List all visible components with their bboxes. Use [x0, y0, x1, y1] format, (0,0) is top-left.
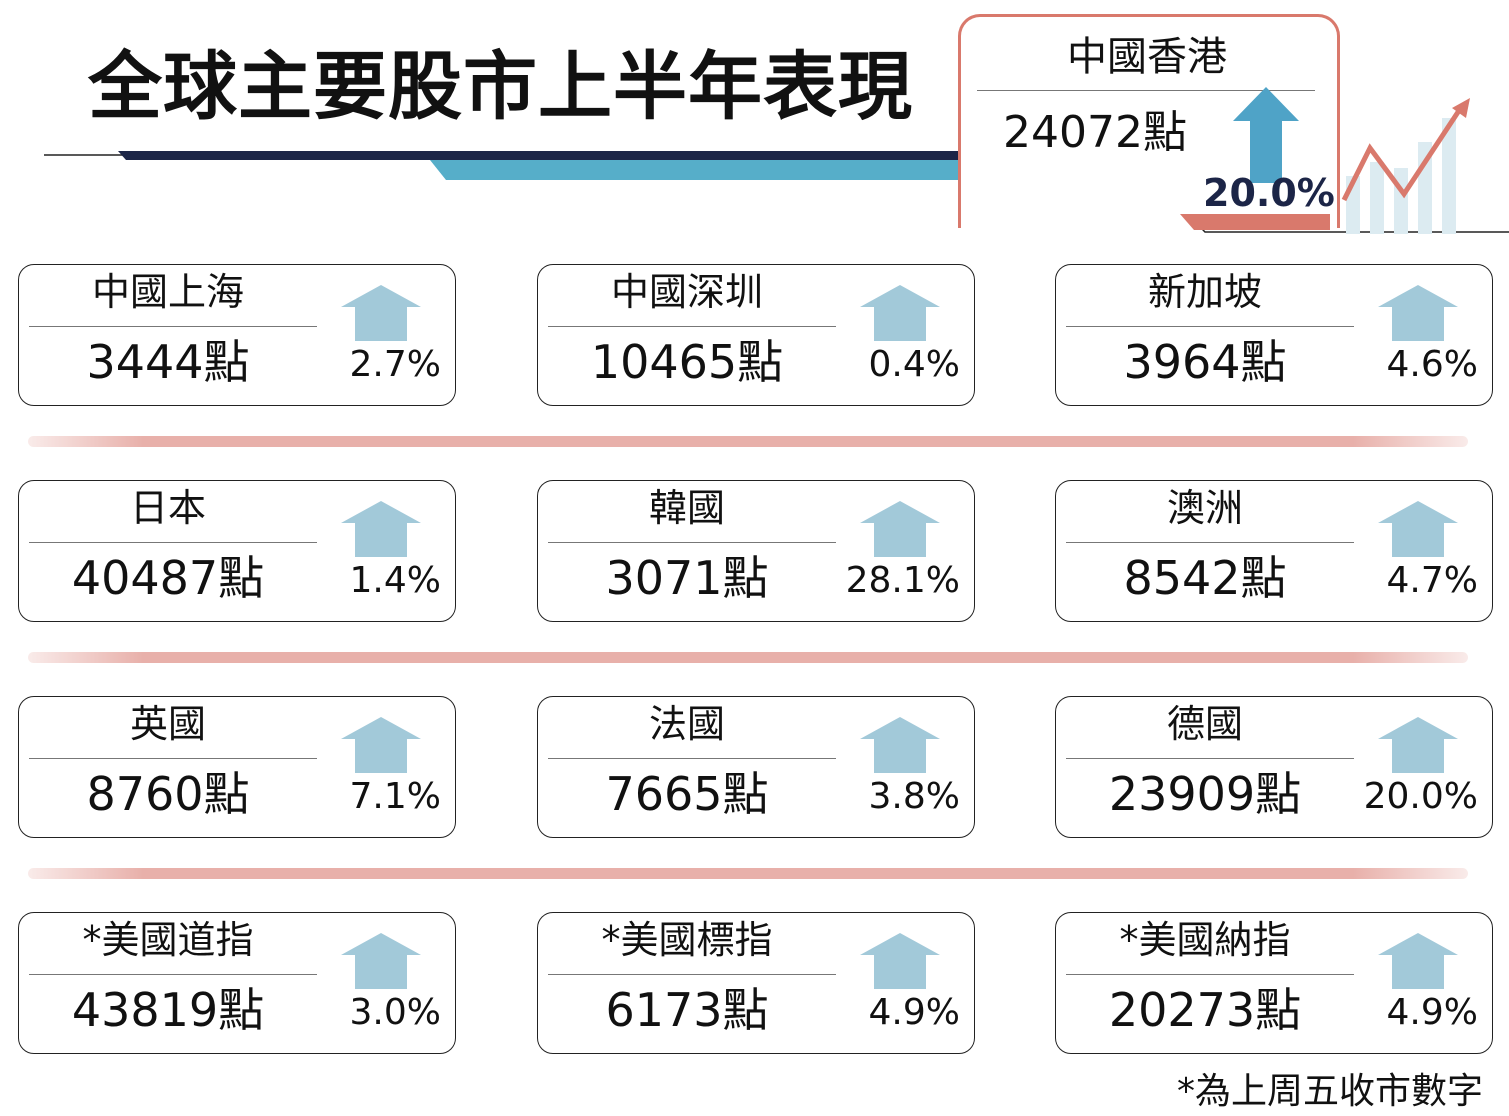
featured-market-change: 20.0% [1203, 171, 1335, 215]
up-arrow-icon [860, 933, 940, 989]
market-change: 4.7% [1386, 560, 1478, 601]
featured-separator [977, 90, 1315, 91]
card-separator [1066, 974, 1354, 975]
market-card: *美國道指 43819點 3.0% [18, 912, 456, 1054]
market-value: 8760點 [86, 767, 250, 821]
market-change: 20.0% [1363, 776, 1478, 817]
market-name: 中國深圳 [610, 270, 763, 314]
market-card: 日本 40487點 1.4% [18, 480, 456, 622]
market-card: 德國 23909點 20.0% [1055, 696, 1493, 838]
card-separator [1066, 758, 1354, 759]
up-arrow-icon [860, 717, 940, 773]
market-value: 3964點 [1123, 335, 1287, 389]
market-change: 7.1% [349, 776, 441, 817]
up-arrow-icon [860, 501, 940, 557]
card-separator [548, 542, 836, 543]
featured-market-card: 中國香港 24072點 20.0% [958, 14, 1340, 228]
up-arrow-icon [860, 285, 940, 341]
card-separator [548, 326, 836, 327]
market-name: 法國 [648, 702, 725, 746]
featured-market-name: 中國香港 [1067, 34, 1227, 80]
featured-card-base [1180, 214, 1330, 230]
card-separator [548, 758, 836, 759]
card-separator [29, 542, 317, 543]
market-card: 中國上海 3444點 2.7% [18, 264, 456, 406]
row-divider [28, 436, 1468, 447]
market-card: 新加坡 3964點 4.6% [1055, 264, 1493, 406]
market-name: 澳洲 [1166, 486, 1243, 530]
market-value: 40487點 [71, 551, 265, 605]
market-card: 英國 8760點 7.1% [18, 696, 456, 838]
market-card: 法國 7665點 3.8% [537, 696, 975, 838]
card-separator [29, 758, 317, 759]
up-arrow-icon [1378, 933, 1458, 989]
market-card: *美國標指 6173點 4.9% [537, 912, 975, 1054]
market-change: 4.6% [1386, 344, 1478, 385]
market-change: 4.9% [868, 992, 960, 1033]
market-name: 新加坡 [1147, 270, 1262, 314]
rising-chart-icon [1341, 98, 1470, 234]
market-name: 日本 [129, 486, 206, 530]
card-separator [1066, 326, 1354, 327]
market-value: 8542點 [1123, 551, 1287, 605]
market-card: 中國深圳 10465點 0.4% [537, 264, 975, 406]
market-value: 7665點 [605, 767, 769, 821]
market-change: 28.1% [845, 560, 960, 601]
market-change: 4.9% [1386, 992, 1478, 1033]
market-value: 10465點 [590, 335, 784, 389]
market-name: 中國上海 [91, 270, 244, 314]
featured-market-value: 24072點 [1003, 107, 1187, 158]
market-change: 1.4% [349, 560, 441, 601]
up-arrow-icon [1378, 717, 1458, 773]
row-divider [28, 868, 1468, 879]
market-value: 3071點 [605, 551, 769, 605]
up-arrow-icon [341, 933, 421, 989]
card-separator [1066, 542, 1354, 543]
market-name: 英國 [129, 702, 206, 746]
market-change: 3.8% [868, 776, 960, 817]
market-name: *美國納指 [1119, 918, 1291, 962]
market-name: *美國標指 [601, 918, 773, 962]
up-arrow-icon [1233, 87, 1299, 183]
market-value: 20273點 [1108, 983, 1302, 1037]
market-change: 0.4% [868, 344, 960, 385]
up-arrow-icon [341, 285, 421, 341]
market-value: 43819點 [71, 983, 265, 1037]
market-change: 2.7% [349, 344, 441, 385]
page-title: 全球主要股市上半年表現 [88, 44, 913, 130]
up-arrow-icon [1378, 285, 1458, 341]
up-arrow-icon [1378, 501, 1458, 557]
market-card: 韓國 3071點 28.1% [537, 480, 975, 622]
up-arrow-icon [341, 717, 421, 773]
market-name: *美國道指 [82, 918, 254, 962]
market-card: *美國納指 20273點 4.9% [1055, 912, 1493, 1054]
card-separator [29, 326, 317, 327]
market-value: 3444點 [86, 335, 250, 389]
card-separator [29, 974, 317, 975]
up-arrow-icon [341, 501, 421, 557]
row-divider [28, 652, 1468, 663]
market-value: 23909點 [1108, 767, 1302, 821]
footnote: *為上周五收市數字 [1176, 1071, 1483, 1112]
card-separator [548, 974, 836, 975]
market-name: 德國 [1166, 702, 1243, 746]
market-card: 澳洲 8542點 4.7% [1055, 480, 1493, 622]
market-value: 6173點 [605, 983, 769, 1037]
market-change: 3.0% [349, 992, 441, 1033]
market-name: 韓國 [648, 486, 725, 530]
